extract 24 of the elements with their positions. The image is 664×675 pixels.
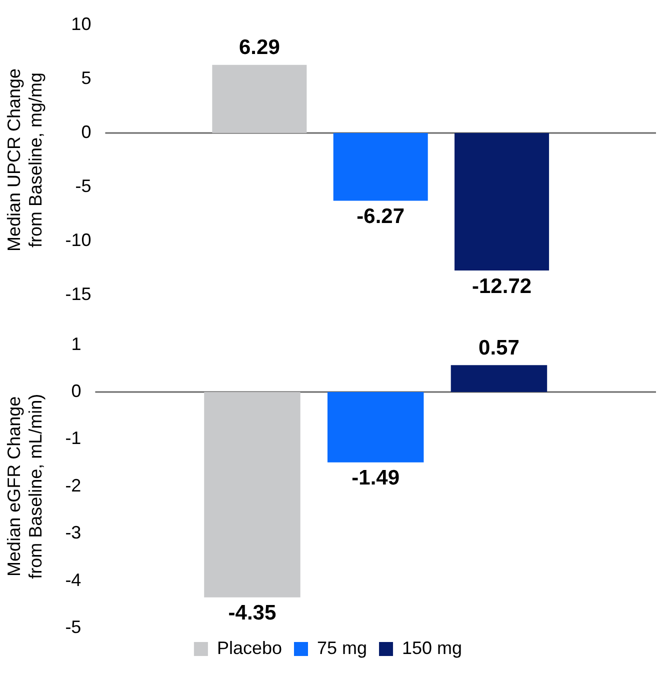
data-label: -6.27 — [356, 205, 405, 228]
legend-label: 75 mg — [316, 638, 368, 658]
y-tick-label: 10 — [71, 14, 92, 34]
y-tick-label: -2 — [65, 475, 82, 496]
y-tick-label: -4 — [65, 570, 82, 590]
y-tick-label: -15 — [65, 284, 92, 304]
legend-label: 150 mg — [402, 638, 462, 658]
y-tick-label: -3 — [65, 522, 82, 543]
data-label: -1.49 — [352, 466, 400, 490]
y-tick-label: -5 — [75, 176, 92, 196]
y-tick-label: 0 — [81, 122, 92, 142]
data-label: 6.29 — [239, 36, 280, 60]
data-label: -4.35 — [228, 602, 276, 625]
y-axis-title: Median UPCR Change from Baseline, mg/mg — [4, 68, 46, 252]
y-tick-label: 0 — [71, 380, 82, 401]
data-label: 0.57 — [478, 336, 520, 360]
y-axis-title: Median eGFR Change from Baseline, mL/min) — [4, 394, 46, 579]
y-tick-label: 1 — [71, 334, 82, 354]
y-tick-label: 5 — [81, 68, 92, 88]
y-tick-label: -5 — [65, 616, 82, 637]
data-label: -12.72 — [472, 274, 532, 298]
legend-label: Placebo — [216, 638, 282, 658]
y-tick-label: -1 — [65, 428, 82, 448]
y-tick-label: -10 — [65, 230, 92, 250]
